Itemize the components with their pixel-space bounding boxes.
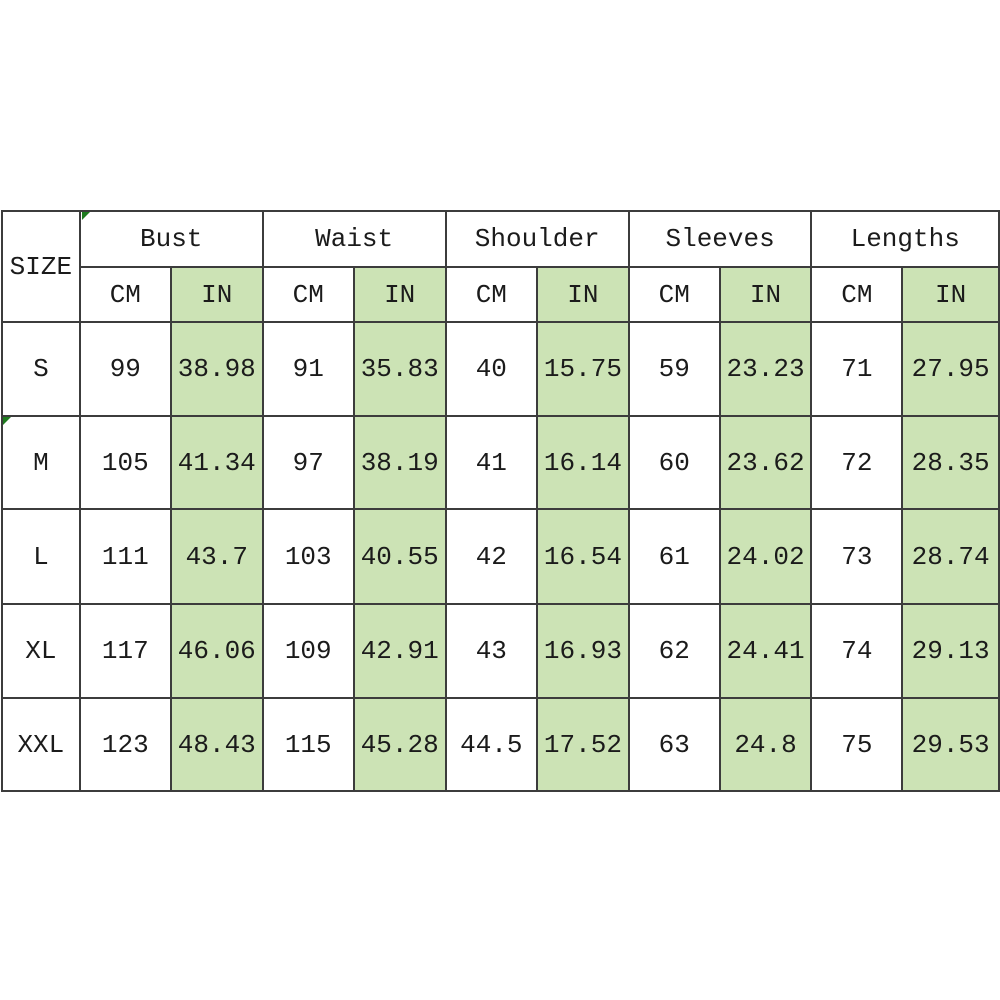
measurement-cell: 123 [78, 697, 172, 792]
measurement-cell: 60 [627, 415, 721, 510]
size-chart-table: SIZE Bust Waist Shoulder Sleeves Lengths… [1, 210, 1000, 792]
measurement-cell: 41 [444, 415, 539, 510]
unit-header-in: IN [169, 266, 264, 323]
group-header-sleeves: Sleeves [627, 210, 813, 268]
measurement-cell: 42 [444, 508, 539, 605]
measurement-cell: 28.74 [901, 508, 1000, 605]
measurement-cell: 43 [444, 603, 539, 699]
measurement-cell: 46.06 [169, 603, 264, 699]
measurement-cell: 97 [261, 415, 355, 510]
unit-header-row: CM IN CM IN CM IN CM IN CM IN [2, 266, 1000, 323]
measurement-cell: 24.8 [718, 697, 813, 792]
size-label-cell: L [1, 508, 81, 605]
measurement-cell: 75 [810, 697, 904, 792]
unit-header-cm: CM [810, 266, 904, 323]
measurement-cell: 16.54 [536, 508, 630, 605]
measurement-cell: 111 [78, 508, 172, 605]
measurement-cell: 62 [627, 603, 721, 699]
measurement-cell: 44.5 [444, 697, 539, 792]
green-corner-marker-icon [3, 417, 11, 425]
measurement-cell: 23.23 [718, 321, 813, 417]
measurement-cell: 17.52 [536, 697, 630, 792]
measurement-cell: 16.14 [536, 415, 630, 510]
unit-header-cm: CM [627, 266, 721, 323]
measurement-cell: 99 [78, 321, 172, 417]
measurement-cell: 61 [627, 508, 721, 605]
measurement-cell: 24.41 [718, 603, 813, 699]
measurement-cell: 45.28 [352, 697, 447, 792]
unit-header-cm: CM [78, 266, 172, 323]
group-header-shoulder: Shoulder [444, 210, 630, 268]
table-row-xxl: XXL 123 48.43 115 45.28 44.5 17.52 63 24… [1, 697, 1000, 792]
unit-header-in: IN [718, 266, 813, 323]
measurement-cell: 115 [261, 697, 355, 792]
green-corner-marker-icon [82, 212, 90, 220]
group-header-row: SIZE Bust Waist Shoulder Sleeves Lengths [1, 210, 1000, 323]
measurement-cell: 117 [78, 603, 172, 699]
unit-header-cm: CM [444, 266, 539, 323]
measurement-cell: 42.91 [352, 603, 447, 699]
measurement-cell: 27.95 [901, 321, 1000, 417]
measurement-cell: 91 [261, 321, 355, 417]
measurement-cell: 72 [810, 415, 904, 510]
measurement-cell: 40 [444, 321, 539, 417]
measurement-cell: 74 [810, 603, 904, 699]
measurement-cell: 24.02 [718, 508, 813, 605]
measurement-cell: 43.7 [169, 508, 264, 605]
measurement-cell: 16.93 [536, 603, 630, 699]
measurement-cell: 15.75 [536, 321, 630, 417]
measurement-cell: 28.35 [901, 415, 1000, 510]
measurement-cell: 29.13 [901, 603, 1000, 699]
table-row-m: M 105 41.34 97 38.19 41 16.14 60 23.62 7… [1, 415, 1000, 510]
unit-header-in: IN [352, 266, 447, 323]
measurement-cell: 73 [810, 508, 904, 605]
size-label-cell: M [1, 415, 81, 510]
size-header-cell: SIZE [1, 210, 81, 323]
measurement-cell: 38.19 [352, 415, 447, 510]
group-header-waist: Waist [261, 210, 447, 268]
measurement-cell: 29.53 [901, 697, 1000, 792]
size-label-cell: XL [1, 603, 81, 699]
table-row-xl: XL 117 46.06 109 42.91 43 16.93 62 24.41… [1, 603, 1000, 699]
measurement-cell: 35.83 [352, 321, 447, 417]
measurement-cell: 105 [78, 415, 172, 510]
measurement-cell: 23.62 [718, 415, 813, 510]
measurement-cell: 59 [627, 321, 721, 417]
size-label-cell: S [1, 321, 81, 417]
unit-header-cm: CM [261, 266, 355, 323]
measurement-cell: 40.55 [352, 508, 447, 605]
measurement-cell: 63 [627, 697, 721, 792]
measurement-cell: 71 [810, 321, 904, 417]
measurement-cell: 109 [261, 603, 355, 699]
unit-header-in: IN [536, 266, 630, 323]
measurement-cell: 103 [261, 508, 355, 605]
table-row-l: L 111 43.7 103 40.55 42 16.54 61 24.02 7… [1, 508, 1000, 605]
group-header-bust: Bust [78, 210, 264, 268]
measurement-cell: 41.34 [169, 415, 264, 510]
measurement-cell: 48.43 [169, 697, 264, 792]
unit-header-in: IN [901, 266, 1000, 323]
table-row-s: S 99 38.98 91 35.83 40 15.75 59 23.23 71… [1, 321, 1000, 417]
group-header-lengths: Lengths [810, 210, 1000, 268]
size-label-cell: XXL [1, 697, 81, 792]
measurement-cell: 38.98 [169, 321, 264, 417]
